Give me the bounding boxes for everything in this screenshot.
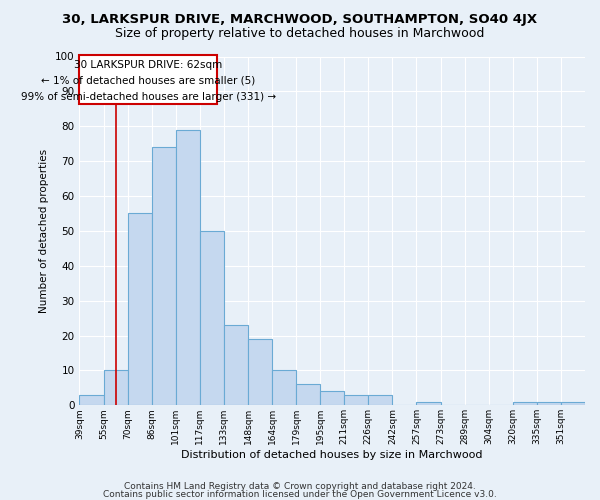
Bar bbox=[248, 339, 272, 406]
Bar bbox=[272, 370, 296, 406]
Bar bbox=[128, 214, 152, 406]
Bar bbox=[152, 147, 176, 406]
Text: 30 LARKSPUR DRIVE: 62sqm: 30 LARKSPUR DRIVE: 62sqm bbox=[74, 60, 222, 70]
Text: 30, LARKSPUR DRIVE, MARCHWOOD, SOUTHAMPTON, SO40 4JX: 30, LARKSPUR DRIVE, MARCHWOOD, SOUTHAMPT… bbox=[62, 12, 538, 26]
Bar bbox=[176, 130, 200, 406]
Bar bbox=[513, 402, 537, 406]
Y-axis label: Number of detached properties: Number of detached properties bbox=[40, 149, 49, 313]
Bar bbox=[200, 231, 224, 406]
Bar bbox=[296, 384, 320, 406]
Bar bbox=[320, 392, 344, 406]
Bar bbox=[561, 402, 585, 406]
Bar bbox=[416, 402, 440, 406]
Bar bbox=[344, 395, 368, 406]
Text: ← 1% of detached houses are smaller (5): ← 1% of detached houses are smaller (5) bbox=[41, 76, 255, 86]
Text: 99% of semi-detached houses are larger (331) →: 99% of semi-detached houses are larger (… bbox=[20, 92, 275, 102]
Text: Size of property relative to detached houses in Marchwood: Size of property relative to detached ho… bbox=[115, 28, 485, 40]
Bar bbox=[537, 402, 561, 406]
X-axis label: Distribution of detached houses by size in Marchwood: Distribution of detached houses by size … bbox=[181, 450, 483, 460]
Bar bbox=[104, 370, 128, 406]
Bar bbox=[79, 395, 104, 406]
Bar bbox=[224, 325, 248, 406]
Text: Contains public sector information licensed under the Open Government Licence v3: Contains public sector information licen… bbox=[103, 490, 497, 499]
Text: Contains HM Land Registry data © Crown copyright and database right 2024.: Contains HM Land Registry data © Crown c… bbox=[124, 482, 476, 491]
Bar bbox=[368, 395, 392, 406]
FancyBboxPatch shape bbox=[79, 55, 217, 104]
